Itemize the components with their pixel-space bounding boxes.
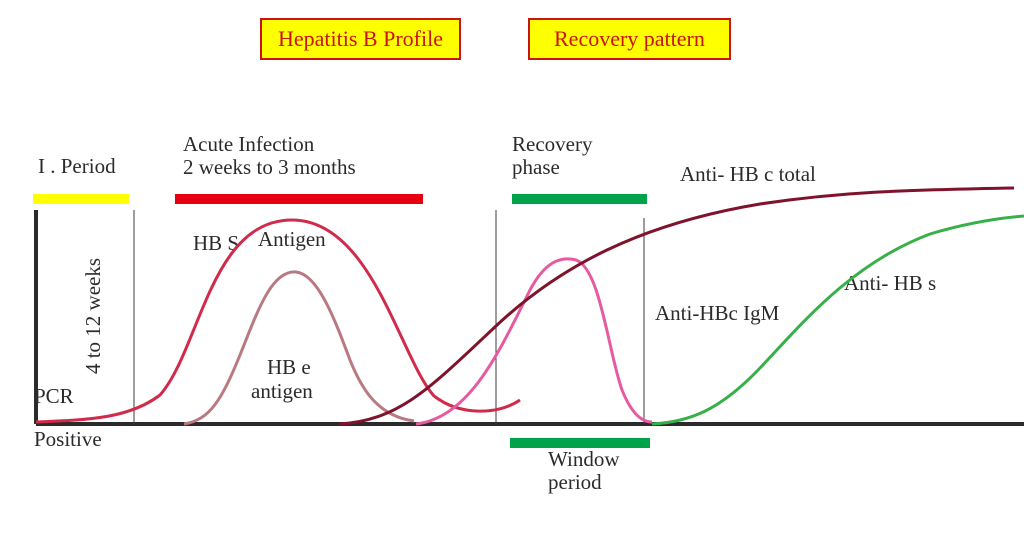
curve-hbs-antigen	[36, 220, 520, 422]
incubation-duration-note: 4 to 12 weeks	[81, 258, 105, 374]
curve-anti-hbc-igm	[416, 259, 652, 424]
profile-chart: 4 to 12 weeks	[0, 0, 1024, 541]
curve-anti-hbs	[652, 216, 1024, 424]
curve-anti-hbc-total	[340, 188, 1014, 424]
